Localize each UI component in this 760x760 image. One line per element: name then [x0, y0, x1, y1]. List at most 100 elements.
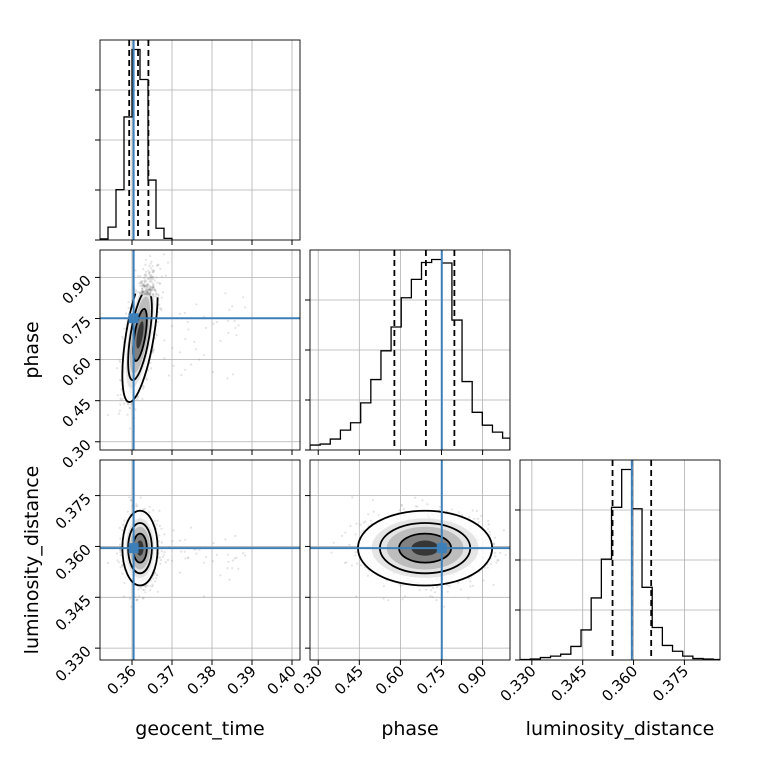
sample-point: [139, 282, 142, 285]
sample-point: [148, 293, 151, 296]
sample-point: [144, 586, 147, 589]
sample-point: [151, 585, 154, 588]
sample-point: [226, 553, 230, 556]
sample-point: [146, 292, 149, 295]
sample-point: [151, 286, 154, 289]
sample-point: [149, 287, 152, 290]
sample-point: [152, 271, 155, 274]
sample-point: [146, 291, 149, 294]
sample-point: [136, 291, 140, 294]
sample-point: [148, 511, 151, 514]
sample-point: [119, 549, 122, 552]
sample-point: [163, 551, 166, 554]
sample-point: [152, 285, 155, 288]
sample-point: [130, 605, 133, 608]
sample-point: [123, 581, 126, 585]
sample-point: [145, 258, 148, 261]
sample-point: [147, 369, 150, 372]
sample-point: [118, 359, 121, 362]
sample-point: [148, 293, 151, 297]
sample-point: [142, 284, 145, 287]
sample-point: [163, 533, 166, 536]
sample-point: [158, 524, 161, 528]
sample-point: [118, 543, 121, 546]
sample-point: [123, 519, 126, 522]
sample-point: [156, 263, 159, 266]
sample-point: [119, 379, 122, 382]
sample-point: [146, 284, 149, 287]
sample-point: [151, 292, 154, 296]
sample-point: [142, 597, 145, 600]
sample-point: [226, 567, 229, 570]
sample-point: [144, 289, 147, 292]
sample-point: [179, 571, 182, 574]
sample-point: [147, 283, 150, 286]
sample-point: [149, 288, 152, 292]
sample-point: [147, 293, 151, 296]
sample-point: [116, 394, 119, 397]
sample-point: [123, 327, 126, 330]
sample-point: [119, 537, 122, 540]
sample-point: [233, 557, 236, 560]
sample-point: [233, 319, 236, 323]
sample-point: [142, 283, 145, 287]
sample-point: [183, 550, 186, 553]
sample-point: [184, 338, 187, 341]
sample-point: [151, 286, 154, 289]
sample-point: [148, 277, 151, 280]
sample-point: [212, 542, 215, 545]
sample-point: [146, 285, 149, 289]
sample-point: [195, 303, 198, 306]
sample-point: [152, 282, 155, 286]
sample-point: [148, 288, 151, 291]
sample-point: [145, 284, 148, 287]
sample-point: [140, 280, 143, 283]
sample-point: [224, 292, 227, 295]
sample-point: [148, 291, 151, 294]
sample-point: [148, 288, 151, 291]
sample-point: [146, 291, 149, 294]
sample-point: [234, 326, 237, 329]
sample-point: [152, 286, 155, 289]
sample-point: [160, 558, 163, 562]
sample-point: [140, 292, 144, 295]
sample-point: [166, 261, 170, 264]
sample-point: [143, 290, 146, 293]
sample-point: [130, 403, 133, 406]
sample-point: [157, 263, 160, 266]
sample-point: [148, 271, 151, 274]
sample-point: [152, 276, 155, 279]
sample-point: [244, 554, 247, 557]
sample-point: [145, 293, 149, 296]
sample-point: [134, 408, 137, 411]
sample-point: [186, 557, 189, 560]
sample-point: [145, 377, 148, 380]
sample-point: [149, 289, 152, 292]
sample-point: [171, 346, 174, 350]
sample-point: [155, 293, 158, 296]
sample-point: [150, 278, 153, 281]
sample-point: [151, 269, 154, 272]
sample-point: [153, 289, 156, 292]
sample-point: [142, 268, 145, 271]
sample-point: [143, 285, 146, 288]
sample-point: [145, 291, 149, 294]
sample-point: [150, 367, 153, 370]
sample-point: [145, 290, 148, 294]
sample-point: [149, 292, 152, 295]
sample-point: [156, 334, 159, 337]
sample-point: [141, 290, 144, 293]
sample-point: [205, 326, 208, 329]
sample-point: [148, 271, 151, 274]
sample-point: [126, 402, 129, 405]
sample-point: [154, 290, 158, 293]
sample-point: [178, 539, 181, 542]
sample-point: [147, 288, 150, 291]
sample-point: [127, 403, 130, 406]
sample-point: [146, 291, 149, 295]
sample-point: [141, 284, 144, 287]
sample-point: [142, 385, 145, 388]
sample-point: [231, 567, 234, 570]
sample-point: [127, 301, 130, 304]
sample-point: [144, 285, 147, 288]
